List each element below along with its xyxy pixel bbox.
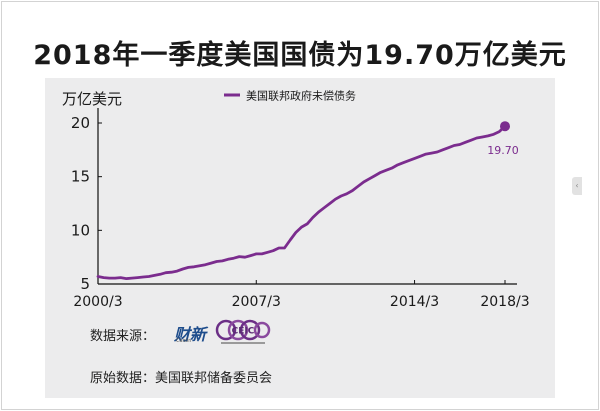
data-label-latest: 19.70 <box>487 144 519 157</box>
caixin-logo: 财新 Caixin <box>174 321 206 345</box>
caixin-logo-subtext: Caixin <box>176 338 192 344</box>
caixin-logo-text: 财新 <box>174 325 207 344</box>
data-point-latest <box>500 121 510 132</box>
x-tick-label: 2007/3 <box>232 294 281 310</box>
legend-label: 美国联邦政府未偿债务 <box>246 89 356 103</box>
ceic-logo: CEIC <box>215 319 271 344</box>
ceic-logo-text: CEIC <box>232 327 255 337</box>
y-tick-label: 15 <box>71 168 90 186</box>
y-tick-label: 5 <box>80 275 90 293</box>
x-tick-label: 2018/3 <box>480 294 529 310</box>
y-tick-label: 20 <box>71 114 90 132</box>
source-label: 数据来源： <box>90 329 156 344</box>
plot-background <box>45 78 555 398</box>
y-tick-label: 10 <box>71 221 90 239</box>
x-tick-label: 2014/3 <box>390 294 439 310</box>
original-data-note: 原始数据：美国联邦储备委员会 <box>90 371 273 386</box>
side-scroll-tab[interactable]: ‹ <box>572 177 582 195</box>
x-tick-label: 2000/3 <box>73 294 122 310</box>
series-line-us-federal-debt <box>96 124 507 281</box>
y-axis-label: 万亿美元 <box>62 90 122 108</box>
chart-title: 2018年一季度美国国债为19.70万亿美元 <box>33 40 567 71</box>
